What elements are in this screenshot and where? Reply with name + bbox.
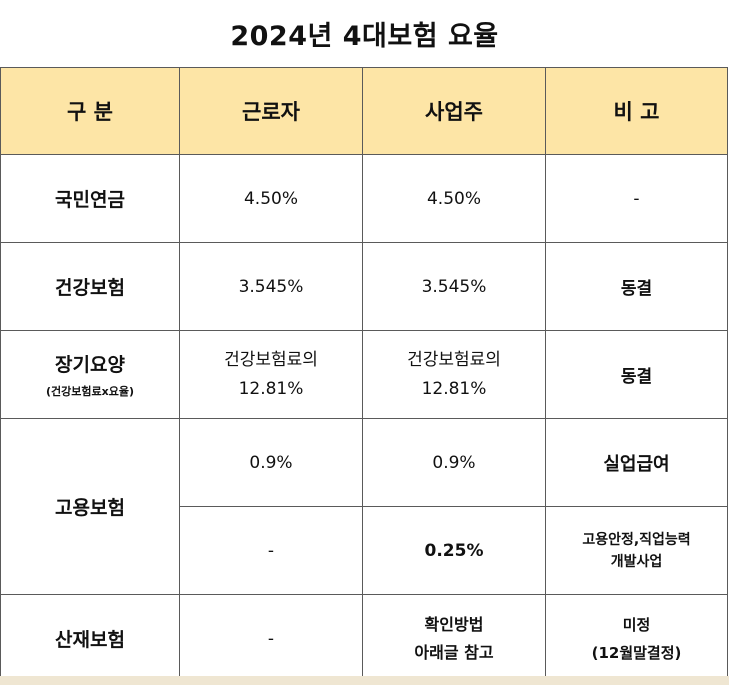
row-label-employment: 고용보험 [0,418,180,595]
cell-worker-line1: 건강보험료의 [224,349,318,370]
cell-worker-rate: 건강보험료의 12.81% [179,330,363,419]
table-header-row: 구 분 근로자 사업주 비 고 [0,67,728,155]
cell-employer-rate: 건강보험료의 12.81% [362,330,546,419]
cell-employer-rate: 확인방법 아래글 참고 [362,594,546,683]
cell-note-line1: 고용안정,직업능력 [582,531,691,548]
cell-note: 동결 [545,330,728,419]
cell-note: 미정 (12월말결정) [545,594,728,683]
cell-employer-line1: 확인방법 [424,614,484,634]
row-label-ltc-cell: 장기요양 (건강보험료x요율) [0,330,180,419]
cell-worker-rate: 4.50% [179,154,363,243]
cell-employer-rate: 4.50% [362,154,546,243]
table-row-ltc: 장기요양 (건강보험료x요율) 건강보험료의 12.81% 건강보험료의 12.… [0,330,728,419]
table-row-employment-2: - 0.25% 고용안정,직업능력 개발사업 [1,506,728,595]
cell-worker-rate: - [179,506,363,595]
cell-employer-rate: 3.545% [362,242,546,331]
cell-note: 실업급여 [545,418,728,507]
cell-note: - [545,154,728,243]
insurance-rate-table: 구 분 근로자 사업주 비 고 국민연금 4.50% 4.50% - 건강보험 … [0,67,728,683]
cell-employer-rate: 0.9% [362,418,546,507]
row-label-ltc: 장기요양 [55,354,125,376]
page-title: 2024년 4대보험 요율 [230,21,499,52]
cell-worker-rate: 0.9% [179,418,363,507]
cell-worker-rate: - [179,594,363,683]
header-worker: 근로자 [179,67,363,155]
cell-note: 고용안정,직업능력 개발사업 [545,506,728,595]
table-row-industrial: 산재보험 - 확인방법 아래글 참고 미정 (12월말결정) [0,594,728,683]
header-note: 비 고 [545,67,728,155]
cell-note: 동결 [545,242,728,331]
cell-worker-rate: 3.545% [179,242,363,331]
table-row-employment-1: 고용보험 0.9% 0.9% 실업급여 [0,418,728,595]
cell-note-line2: (12월말결정) [591,643,682,662]
cell-employer-line2: 아래글 참고 [414,642,494,662]
cell-employer-rate: 0.25% [362,506,546,595]
row-label-health: 건강보험 [0,242,180,331]
header-employer: 사업주 [362,67,546,155]
row-label-national-pension: 국민연금 [0,154,180,243]
header-category: 구 분 [0,67,180,155]
row-label-ltc-sub: (건강보험료x요율) [46,385,134,398]
row-label-industrial: 산재보험 [0,594,180,683]
cell-note-line2: 개발사업 [610,553,663,570]
cell-worker-line2: 12.81% [238,378,304,399]
table-row-health: 건강보험 3.545% 3.545% 동결 [0,242,728,331]
table-row-national-pension: 국민연금 4.50% 4.50% - [0,154,728,243]
page-bottom-strip [0,676,729,685]
cell-employer-line1: 건강보험료의 [407,349,501,370]
cell-employer-line2: 12.81% [421,378,487,399]
cell-note-line1: 미정 [622,615,651,634]
